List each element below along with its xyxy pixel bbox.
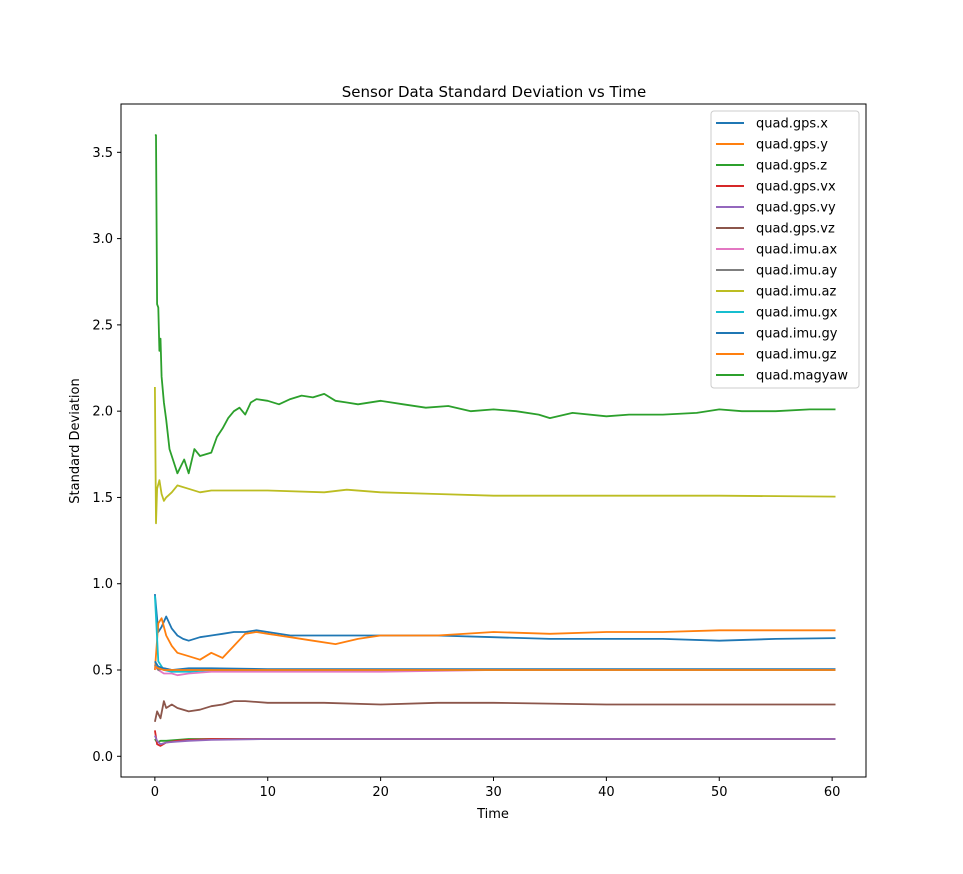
y-tick-label: 0.5 <box>92 664 113 679</box>
series-line-quad-magyaw <box>154 134 836 475</box>
y-axis-label: Standard Deviation <box>68 378 83 503</box>
x-tick-label: 30 <box>485 785 502 800</box>
legend-frame <box>710 110 860 389</box>
legend-label: quad.imu.az <box>756 285 836 300</box>
y-tick-label: 2.0 <box>92 405 113 420</box>
series-line-quad-gps-y <box>154 617 836 671</box>
legend-label: quad.gps.y <box>756 138 828 153</box>
legend-label: quad.gps.z <box>756 159 827 174</box>
x-tick-label: 60 <box>824 785 841 800</box>
legend-label: quad.magyaw <box>756 369 848 384</box>
chart-title: Sensor Data Standard Deviation vs Time <box>342 83 646 101</box>
legend-label: quad.gps.vz <box>756 222 835 237</box>
legend-label: quad.gps.x <box>756 117 828 132</box>
series-line-quad-gps-vz <box>154 700 836 722</box>
x-axis: 0 10 20 30 40 50 60 <box>151 777 841 800</box>
legend-label: quad.imu.ay <box>756 264 837 279</box>
x-tick-label: 50 <box>711 785 728 800</box>
y-axis: 0.0 0.5 1.0 1.5 2.0 2.5 3.0 3.5 <box>92 146 121 765</box>
legend-label: quad.imu.gy <box>756 327 838 342</box>
x-tick-label: 10 <box>259 785 276 800</box>
legend-label: quad.imu.gz <box>756 348 837 363</box>
series-layer <box>154 134 836 747</box>
y-tick-label: 1.5 <box>92 491 113 506</box>
legend-label: quad.imu.gx <box>756 306 838 321</box>
x-tick-label: 40 <box>598 785 615 800</box>
x-tick-label: 0 <box>151 785 159 800</box>
y-tick-label: 2.5 <box>92 318 113 333</box>
series-line-quad-gps-vy <box>154 735 836 746</box>
series-line-quad-imu-az <box>154 386 836 525</box>
series-line-quad-imu-gz <box>154 665 836 671</box>
x-tick-label: 20 <box>372 785 389 800</box>
y-tick-label: 3.0 <box>92 232 113 247</box>
series-line-quad-gps-x <box>154 594 836 642</box>
legend-label: quad.gps.vx <box>756 180 836 195</box>
legend-label: quad.gps.vy <box>756 201 836 216</box>
y-tick-label: 0.0 <box>92 750 113 765</box>
legend-label: quad.imu.ax <box>756 243 837 258</box>
y-tick-label: 3.5 <box>92 146 113 161</box>
legend: quad.gps.x quad.gps.y quad.gps.z quad.gps.v… <box>710 110 860 389</box>
x-axis-label: Time <box>476 807 509 822</box>
y-tick-label: 1.0 <box>92 577 113 592</box>
